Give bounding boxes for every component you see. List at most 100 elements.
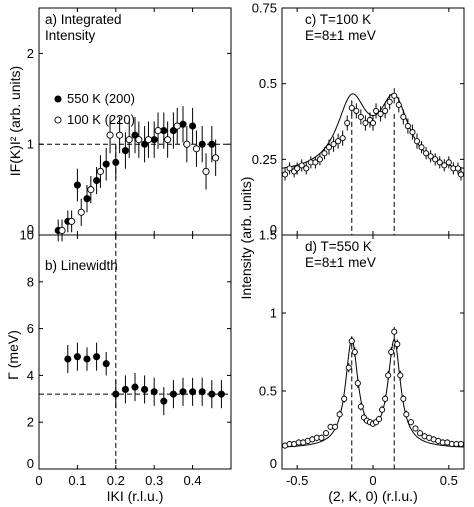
panel-d-point: [379, 406, 386, 413]
legend-label: 550 K (200): [67, 91, 135, 106]
panel-b-ylabel: Γ (meV): [5, 330, 21, 380]
panel-d-point: [341, 395, 348, 402]
panel-a-point: [93, 176, 101, 185]
panel-b-point: [112, 390, 120, 398]
panel-c-point: [418, 144, 425, 151]
panel-d-point: [416, 430, 424, 437]
panel-c-point: [413, 138, 421, 145]
legend-marker: [54, 95, 62, 103]
panel-b-point: [73, 353, 81, 361]
panel-a-ytick-label: 2: [27, 46, 34, 61]
panel-a-point: [173, 122, 181, 130]
panel-d-point: [391, 328, 398, 335]
panel-c-ytick-label: 0.75: [252, 1, 277, 16]
panel-a-ylabel: IF(K)I² (arb. units): [7, 66, 23, 176]
panel-c-point: [369, 119, 377, 127]
panel-d-title-line: E=8±1 meV: [305, 255, 376, 270]
panel-d-point: [400, 395, 407, 402]
panel-b-point: [160, 397, 168, 405]
panel-d-title-line: d) T=550 K: [305, 239, 372, 254]
panel-d-point: [457, 440, 465, 448]
panel-d-ytick-label: 0: [270, 456, 277, 471]
panel-b-point: [102, 360, 110, 368]
panel-c-point: [457, 171, 465, 178]
panel-a-point: [77, 208, 85, 216]
panel-d-xtick-label: 0: [369, 473, 376, 488]
panel-b-xlabel: IKI (r.l.u.): [107, 488, 164, 504]
panel-d-point: [407, 419, 414, 426]
panel-b-ytick-label: 4: [27, 368, 34, 383]
panel-d-point: [382, 395, 389, 402]
panel-c-point: [382, 107, 389, 114]
panel-a-point: [183, 140, 191, 148]
panel-c-point: [353, 107, 360, 114]
panel-c-point: [441, 162, 448, 169]
panel-c-ytick-label: 0.25: [252, 152, 277, 167]
legend-label: 100 K (220): [67, 112, 135, 127]
legend-marker: [54, 116, 62, 124]
panel-c-point: [303, 165, 310, 172]
panel-c-point: [348, 104, 355, 111]
panel-c-point: [454, 165, 461, 172]
panel-a-point: [102, 160, 110, 168]
panel-a-point: [83, 195, 91, 203]
panel-d-point: [318, 434, 325, 441]
panel-c-point: [372, 107, 380, 114]
panel-a-point: [160, 127, 168, 135]
panel-c-point: [423, 150, 430, 157]
panel-b-xtick-label: 0.2: [107, 473, 125, 488]
panel-c-ytick-label: 0: [270, 222, 277, 237]
panel-a-ytick-label: 1: [27, 137, 34, 152]
panel-a-point: [131, 131, 139, 139]
panel-d-point: [354, 380, 361, 387]
panel-c-point: [335, 138, 342, 145]
panel-a-point: [87, 186, 95, 194]
panel-c-point: [445, 159, 452, 166]
panel-c-title-line: E=8±1 meV: [305, 28, 376, 43]
panel-a-point: [121, 147, 129, 155]
panel-a-title-line: a) Integrated: [45, 12, 122, 27]
panel-b-point: [217, 390, 225, 398]
panel-b-xtick-label: 0.4: [184, 473, 202, 488]
panel-d-ytick-label: 0.5: [259, 384, 277, 399]
panel-a-point: [179, 120, 187, 128]
panel-cd-ylabel: Intensity (arb. units): [238, 177, 254, 300]
panel-d-ytick-label: 1.5: [259, 228, 277, 243]
panel-a-point: [212, 154, 220, 162]
panel-c-point: [404, 122, 411, 130]
panel-a-point: [198, 140, 206, 148]
panel-c-point: [321, 150, 328, 157]
panel-b-point: [150, 388, 158, 396]
panel-c-point: [400, 113, 407, 121]
panel-b-point: [121, 385, 129, 393]
panel-a-point: [164, 136, 172, 144]
panel-d-point: [394, 341, 401, 348]
panel-c-point: [294, 165, 301, 172]
panel-b-title: b) Linewidth: [45, 258, 118, 273]
panel-c-point: [298, 162, 305, 169]
panel-d-point: [336, 411, 343, 418]
panel-d-point: [376, 416, 383, 423]
panel-c-point: [286, 165, 293, 172]
panel-b-xtick-label: 0.3: [145, 473, 163, 488]
panel-d-frame: [281, 234, 465, 470]
panel-a-point: [144, 136, 152, 144]
panel-c-point: [281, 171, 289, 178]
panel-a-point: [202, 167, 210, 175]
panel-a-point: [169, 127, 177, 135]
panel-c-point: [427, 153, 434, 160]
panel-d-ytick-label: 1: [270, 306, 277, 321]
panel-b-point: [198, 388, 206, 396]
panel-d-point: [322, 430, 330, 437]
panel-d-point: [345, 364, 352, 371]
panel-c-ytick-label: 0.5: [259, 76, 277, 91]
panel-c-point: [325, 144, 333, 151]
panel-c-point: [386, 98, 393, 105]
panel-a-point: [141, 140, 149, 148]
panel-d-point: [348, 338, 355, 345]
panel-b-ytick-label: 6: [27, 321, 34, 336]
panel-b-point: [179, 388, 187, 396]
panel-d-point: [412, 425, 419, 432]
panel-d-point: [357, 403, 364, 410]
